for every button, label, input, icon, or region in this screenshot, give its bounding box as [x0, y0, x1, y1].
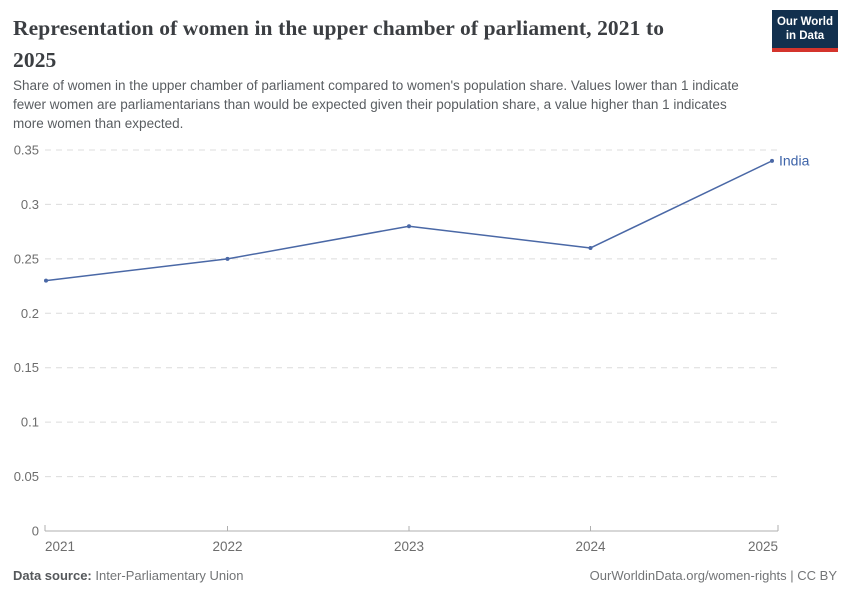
y-tick-label: 0.35	[14, 143, 39, 158]
x-tick-label: 2023	[394, 539, 424, 554]
subtitle-line-3: more women than expected.	[13, 116, 184, 131]
entity-label-india[interactable]: India	[779, 152, 810, 168]
owid-logo-line-2: in Data	[785, 30, 825, 42]
data-point[interactable]	[225, 256, 230, 261]
x-tick-label: 2021	[45, 539, 75, 554]
data-point[interactable]	[44, 278, 48, 283]
data-source-label: Data source:	[13, 568, 92, 583]
y-tick-label: 0	[32, 524, 39, 539]
owid-logo-line-1: Our World	[776, 16, 833, 28]
y-tick-label: 0.1	[21, 415, 39, 430]
x-tick-label: 2025	[748, 539, 778, 554]
owid-logo[interactable]: Our World in Data	[772, 10, 838, 52]
data-source-value: Inter-Parliamentary Union	[91, 568, 244, 583]
x-tick-label: 2024	[575, 539, 606, 554]
y-tick-label: 0.25	[14, 251, 39, 266]
page-title: Representation of women in the upper cha…	[13, 12, 758, 76]
y-tick-label: 0.2	[21, 306, 39, 321]
page-title-line-1: Representation of women in the upper cha…	[13, 16, 665, 40]
series-line-india[interactable]	[45, 160, 773, 282]
credit-link[interactable]: OurWorldinData.org/women-rights | CC BY	[589, 568, 837, 583]
data-point[interactable]	[770, 158, 774, 163]
page-title-line-2: 2025	[13, 48, 57, 72]
data-point[interactable]	[588, 245, 593, 250]
y-tick-label: 0.3	[21, 197, 39, 212]
data-source: Data source: Inter-Parliamentary Union	[13, 568, 243, 583]
chart-footer: Data source: Inter-Parliamentary Union O…	[13, 568, 837, 583]
subtitle-line-1: Share of women in the upper chamber of p…	[13, 78, 739, 93]
y-tick-label: 0.05	[14, 469, 39, 484]
y-tick-label: 0.15	[14, 360, 39, 375]
data-point[interactable]	[407, 224, 411, 229]
chart-subtitle: Share of women in the upper chamber of p…	[13, 76, 837, 133]
x-tick-label: 2022	[212, 539, 242, 554]
subtitle-line-2: fewer women are parliamentarians than wo…	[13, 97, 727, 112]
